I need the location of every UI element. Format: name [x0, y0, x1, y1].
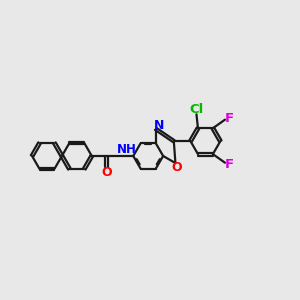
- Text: NH: NH: [117, 143, 137, 156]
- Text: O: O: [101, 166, 112, 179]
- Text: F: F: [225, 158, 234, 171]
- Text: N: N: [154, 119, 164, 132]
- Text: O: O: [172, 161, 182, 174]
- Text: Cl: Cl: [189, 103, 204, 116]
- Text: F: F: [225, 112, 234, 125]
